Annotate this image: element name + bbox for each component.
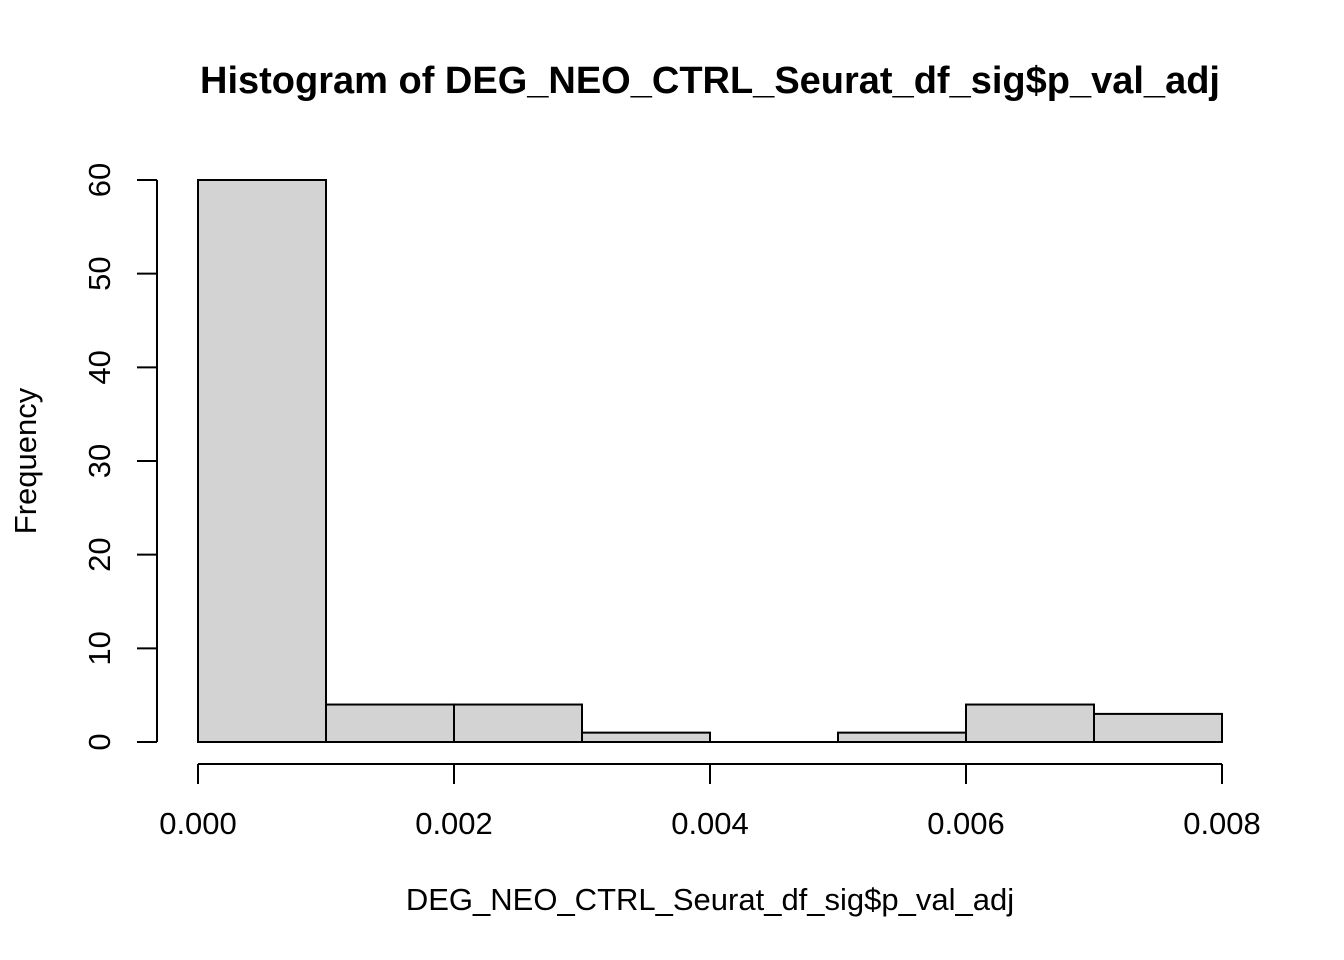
- y-tick-label-4: 40: [82, 350, 117, 384]
- x-tick-label-2: 0.004: [671, 806, 749, 841]
- y-tick-label-2: 20: [82, 537, 117, 571]
- x-axis-label: DEG_NEO_CTRL_Seurat_df_sig$p_val_adj: [406, 882, 1014, 917]
- y-axis: 0 10 20 30 40 50 60: [82, 163, 158, 751]
- histogram-bar-6: [965, 703, 1095, 743]
- histogram-bar-7: [1093, 712, 1223, 744]
- histogram-bar-2: [453, 703, 583, 743]
- histogram-bar-3: [581, 731, 711, 744]
- x-tick-label-1: 0.002: [415, 806, 493, 841]
- bars-group: [197, 179, 1223, 744]
- histogram-bar-5: [837, 731, 967, 744]
- y-tick-label-3: 30: [82, 444, 117, 478]
- y-tick-label-1: 10: [82, 631, 117, 665]
- x-tick-label-0: 0.000: [159, 806, 237, 841]
- chart-title: Histogram of DEG_NEO_CTRL_Seurat_df_sig$…: [200, 60, 1220, 102]
- y-tick-label-0: 0: [82, 733, 117, 750]
- x-tick-label-3: 0.006: [927, 806, 1005, 841]
- histogram-bar-0: [197, 179, 327, 743]
- y-axis-label: Frequency: [8, 387, 43, 534]
- x-axis: 0.000 0.002 0.004 0.006 0.008: [159, 763, 1261, 841]
- y-tick-label-5: 50: [82, 256, 117, 290]
- x-tick-label-4: 0.008: [1183, 806, 1261, 841]
- histogram-bar-1: [325, 703, 455, 743]
- y-tick-label-6: 60: [82, 163, 117, 197]
